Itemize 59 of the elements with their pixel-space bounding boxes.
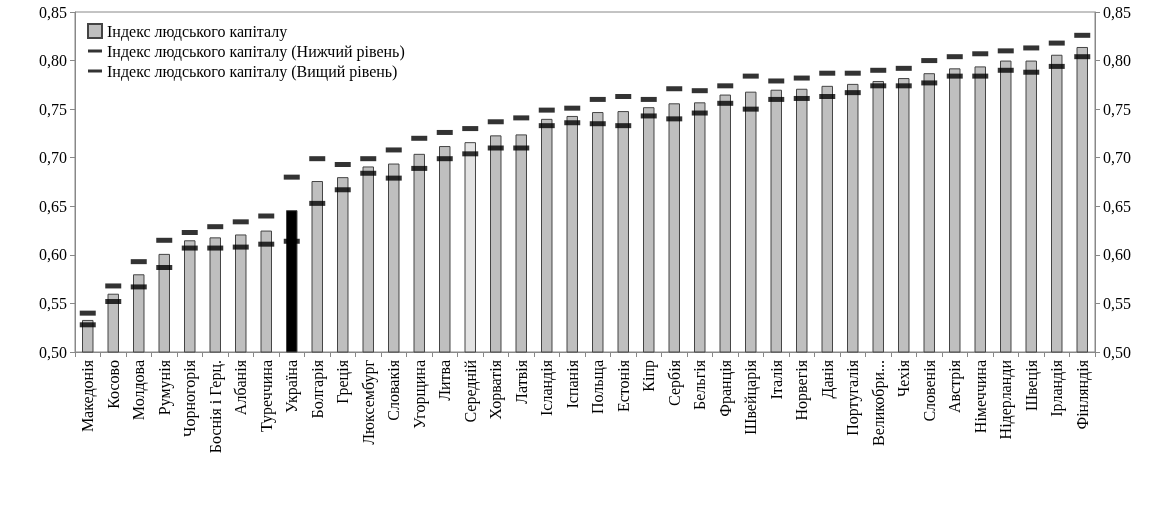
x-tick-label: Люксембург (359, 359, 378, 445)
x-tick-label: Сербія (665, 359, 684, 406)
x-tick-label: Італія (767, 359, 785, 400)
x-tick-label: Середній (461, 359, 480, 423)
x-tick-label: Болгарія (308, 359, 327, 419)
x-tick-label: Естонія (614, 359, 632, 413)
x-tick-label: Польща (589, 360, 608, 415)
x-tick-label: Словенія (920, 359, 938, 422)
x-tick-label: Косово (104, 360, 122, 409)
x-tick-label: Албанія (232, 359, 250, 416)
x-tick-label: Словакія (385, 359, 403, 421)
x-tick-label: Україна (283, 360, 302, 413)
x-tick-label: Бельгія (691, 359, 709, 410)
y2-tick-label: 0,55 (1103, 294, 1131, 312)
x-tick-label: Австрія (946, 359, 965, 414)
x-tick-label: Кіпр (640, 360, 659, 392)
x-tick-label: Боснія і Герц. (206, 360, 225, 454)
y-tick-label: 0,75 (39, 100, 67, 118)
y-tick-label: 0,50 (39, 343, 67, 361)
x-tick-label: Молдова (130, 360, 149, 421)
x-tick-label: Туреччина (257, 360, 276, 432)
y2-tick-label: 0,85 (1103, 3, 1131, 21)
x-tick-label: Греція (334, 359, 353, 404)
x-tick-label: Швейцарія (742, 359, 761, 435)
x-tick-label: Румунія (155, 359, 174, 416)
x-tick-label: Нідерланди (997, 359, 1016, 440)
y2-tick-label: 0,80 (1103, 52, 1131, 70)
legend-label: Індекс людського капіталу (107, 22, 288, 41)
y2-tick-label: 0,75 (1103, 100, 1131, 118)
y-tick-label: 0,70 (39, 149, 67, 167)
x-tick-label: Іспанія (563, 359, 581, 409)
y2-tick-label: 0,65 (1103, 197, 1131, 215)
y-tick-label: 0,80 (39, 52, 67, 70)
legend-label: Індекс людського капіталу (Нижчий рівень) (107, 42, 405, 61)
y2-tick-label: 0,60 (1103, 246, 1131, 264)
x-tick-label: Угорщина (410, 360, 429, 429)
x-tick-label: Швеція (1022, 359, 1041, 412)
x-tick-label: Норвегія (793, 359, 812, 421)
x-tick-label: Франція (716, 359, 735, 417)
y2-tick-label: 0,70 (1103, 149, 1131, 167)
y-tick-label: 0,65 (39, 197, 67, 215)
y-tick-label: 0,85 (39, 3, 67, 21)
x-tick-label: Хорватія (487, 359, 506, 420)
x-tick-label: Македонія (79, 359, 98, 433)
x-tick-label: Португалія (844, 359, 863, 436)
x-tick-label: Великобри... (869, 360, 888, 446)
x-tick-label: Ісландія (538, 359, 557, 417)
x-tick-label: Чорногорія (181, 359, 200, 437)
x-tick-label: Литва (436, 360, 454, 401)
x-tick-label: Чехія (895, 359, 913, 398)
legend-label: Індекс людського капіталу (Вищий рівень) (107, 62, 398, 81)
x-tick-label: Ірландія (1048, 359, 1067, 417)
x-tick-label: Німеччина (971, 360, 989, 434)
y-tick-label: 0,60 (39, 246, 67, 264)
y2-tick-label: 0,50 (1103, 343, 1131, 361)
x-tick-label: Данія (818, 359, 837, 399)
x-tick-label: Латвія (512, 359, 530, 404)
y-tick-label: 0,55 (39, 294, 67, 312)
x-tick-label: Фінляндія (1073, 359, 1092, 430)
